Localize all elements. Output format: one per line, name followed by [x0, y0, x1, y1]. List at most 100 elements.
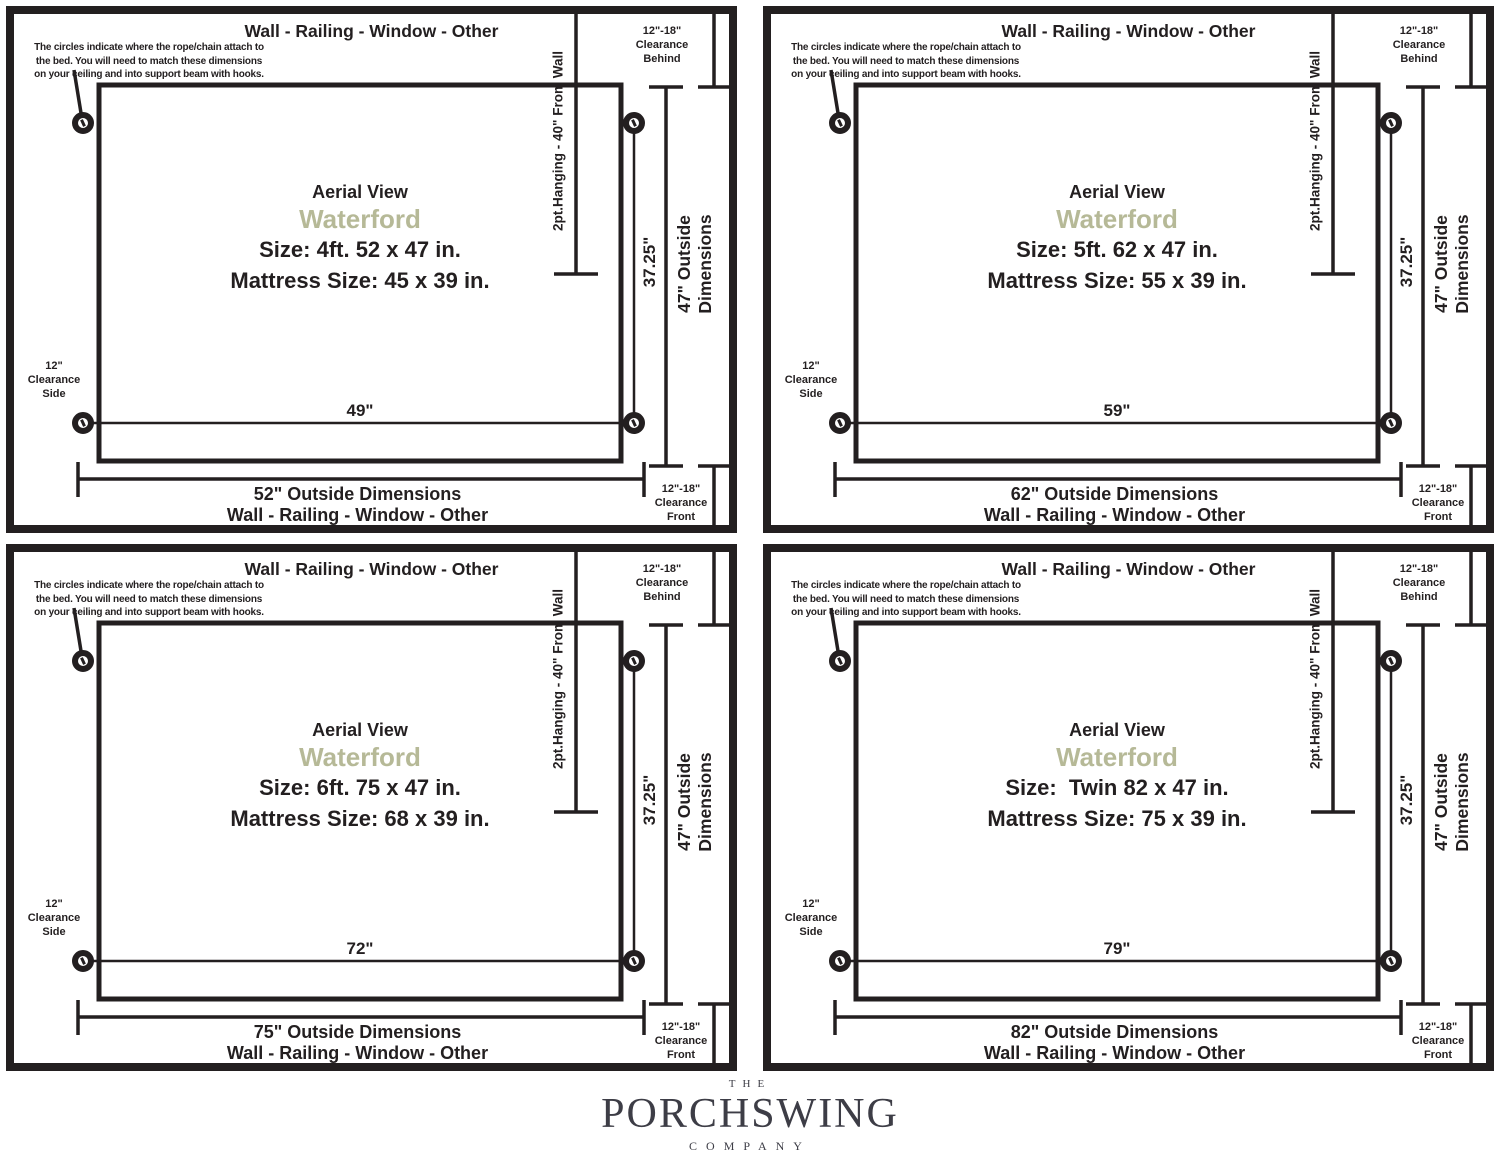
mattress-size-label: Mattress Size: 45 x 39 in.	[230, 268, 490, 293]
attachment-circle-bottom-left	[72, 950, 94, 972]
note-pointer-line	[829, 69, 840, 114]
attachment-circle-top-left	[829, 650, 851, 672]
attachment-note: The circles indicate where the rope/chai…	[791, 580, 1021, 618]
note-pointer-line	[72, 607, 83, 652]
bed-outline	[853, 620, 1381, 1002]
attachment-circle-bottom-left	[829, 950, 851, 972]
attachment-circle-top-right	[623, 112, 645, 134]
bed-info-block: Aerial View Waterford Size: 5ft. 62 x 47…	[856, 180, 1378, 296]
wall-railing-label-top: Wall - Railing - Window - Other	[1001, 21, 1256, 41]
aerial-view-label: Aerial View	[1069, 720, 1165, 740]
clearance-side-label: 12" Clearance Side	[27, 360, 81, 400]
panel-4ft: Wall - Railing - Window - Other The circ…	[6, 6, 737, 533]
clearance-side-label: 12" Clearance Side	[784, 898, 838, 938]
size-label: Size: 5ft. 62 x 47 in.	[1016, 237, 1218, 262]
diagram-lines	[829, 14, 1486, 525]
attachment-circle-top-right	[1380, 112, 1402, 134]
model-name: Waterford	[1056, 204, 1178, 234]
porchswing-company-logo: THE PORCHSWING COMPANY	[0, 1078, 1500, 1154]
mattress-size-label: Mattress Size: 68 x 39 in.	[230, 806, 490, 831]
attachment-circle-bottom-right	[623, 412, 645, 434]
bed-outline	[96, 82, 624, 464]
wall-railing-label-top: Wall - Railing - Window - Other	[244, 559, 499, 579]
outside-width-block: 75" Outside Dimensions Wall - Railing - …	[71, 1022, 644, 1064]
attachment-circle-bottom-left	[829, 412, 851, 434]
panel-5ft: Wall - Railing - Window - Other The circ…	[763, 6, 1494, 533]
logo-name: PORCHSWING	[601, 1091, 899, 1137]
inner-width-label: 59"	[1103, 401, 1131, 420]
attachment-circle-top-left	[72, 112, 94, 134]
clearance-behind-label: 12"-18" Clearance Behind	[635, 563, 689, 603]
attachment-note: The circles indicate where the rope/chai…	[791, 42, 1021, 80]
clearance-front-label: 12"-18" Clearance Front	[654, 483, 708, 523]
outside-height-label: 47" Outside Dimensions	[1431, 214, 1472, 314]
attachment-circle-top-right	[623, 650, 645, 672]
depth-dimension-label: 37.25"	[640, 774, 659, 826]
hanging-distance-label: 2pt.Hanging - 40" From Wall	[1307, 51, 1323, 231]
attachment-circle-bottom-left	[72, 412, 94, 434]
diagram-lines	[829, 552, 1486, 1063]
outside-width-label: 75" Outside Dimensions	[253, 1022, 462, 1042]
bed-info-block: Aerial View Waterford Size: 4ft. 52 x 47…	[99, 180, 621, 296]
attachment-circle-bottom-right	[1380, 950, 1402, 972]
hanging-distance-label: 2pt.Hanging - 40" From Wall	[1307, 589, 1323, 769]
aerial-view-label: Aerial View	[312, 720, 408, 740]
mattress-size-label: Mattress Size: 55 x 39 in.	[987, 268, 1247, 293]
attachment-note: The circles indicate where the rope/chai…	[34, 42, 264, 80]
outside-width-block: 52" Outside Dimensions Wall - Railing - …	[71, 484, 644, 526]
wall-railing-label-bottom: Wall - Railing - Window - Other	[226, 1043, 489, 1063]
depth-dimension-label: 37.25"	[640, 236, 659, 288]
clearance-front-label: 12"-18" Clearance Front	[654, 1021, 708, 1061]
model-name: Waterford	[299, 204, 421, 234]
bed-outline	[96, 620, 624, 1002]
logo-company: COMPANY	[689, 1139, 811, 1153]
hanging-distance-label: 2pt.Hanging - 40" From Wall	[550, 589, 566, 769]
size-label: Size: 4ft. 52 x 47 in.	[259, 237, 461, 262]
hanging-distance-label: 2pt.Hanging - 40" From Wall	[550, 51, 566, 231]
outside-width-block: 62" Outside Dimensions Wall - Railing - …	[828, 484, 1401, 526]
inner-width-label: 49"	[346, 401, 374, 420]
clearance-front-label: 12"-18" Clearance Front	[1411, 483, 1465, 523]
clearance-front-label: 12"-18" Clearance Front	[1411, 1021, 1465, 1061]
outside-width-label: 52" Outside Dimensions	[253, 484, 462, 504]
attachment-note: The circles indicate where the rope/chai…	[34, 580, 264, 618]
wall-railing-label-top: Wall - Railing - Window - Other	[244, 21, 499, 41]
clearance-behind-label: 12"-18" Clearance Behind	[1392, 25, 1446, 65]
attachment-circle-bottom-right	[1380, 412, 1402, 434]
note-pointer-line	[72, 69, 83, 114]
model-name: Waterford	[299, 742, 421, 772]
wall-railing-label-top: Wall - Railing - Window - Other	[1001, 559, 1256, 579]
clearance-side-label: 12" Clearance Side	[784, 360, 838, 400]
inner-width-label: 79"	[1103, 939, 1131, 958]
size-label: Size: 6ft. 75 x 47 in.	[259, 775, 461, 800]
panel-6ft: Wall - Railing - Window - Other The circ…	[6, 544, 737, 1071]
inner-width-label: 72"	[346, 939, 374, 958]
diagram-lines	[72, 14, 729, 525]
outside-height-label: 47" Outside Dimensions	[674, 214, 715, 314]
clearance-side-label: 12" Clearance Side	[27, 898, 81, 938]
wall-railing-label-bottom: Wall - Railing - Window - Other	[983, 1043, 1246, 1063]
logo-the: THE	[728, 1078, 772, 1090]
note-pointer-line	[829, 607, 840, 652]
depth-dimension-label: 37.25"	[1397, 236, 1416, 288]
outside-height-label: 47" Outside Dimensions	[1431, 752, 1472, 852]
outside-width-block: 82" Outside Dimensions Wall - Railing - …	[828, 1022, 1401, 1064]
clearance-behind-label: 12"-18" Clearance Behind	[1392, 563, 1446, 603]
bed-outline	[853, 82, 1381, 464]
outside-width-label: 62" Outside Dimensions	[1010, 484, 1219, 504]
attachment-circle-top-left	[72, 650, 94, 672]
bed-info-block: Aerial View Waterford Size: 6ft. 75 x 47…	[99, 718, 621, 834]
size-label: Size: Twin 82 x 47 in.	[1005, 775, 1229, 800]
depth-dimension-label: 37.25"	[1397, 774, 1416, 826]
attachment-circle-top-left	[829, 112, 851, 134]
outside-height-label: 47" Outside Dimensions	[674, 752, 715, 852]
bed-info-block: Aerial View Waterford Size: Twin 82 x 47…	[856, 718, 1378, 834]
aerial-view-label: Aerial View	[312, 182, 408, 202]
clearance-behind-label: 12"-18" Clearance Behind	[635, 25, 689, 65]
wall-railing-label-bottom: Wall - Railing - Window - Other	[226, 505, 489, 525]
mattress-size-label: Mattress Size: 75 x 39 in.	[987, 806, 1247, 831]
aerial-view-label: Aerial View	[1069, 182, 1165, 202]
diagram-lines	[72, 552, 729, 1063]
attachment-circle-top-right	[1380, 650, 1402, 672]
